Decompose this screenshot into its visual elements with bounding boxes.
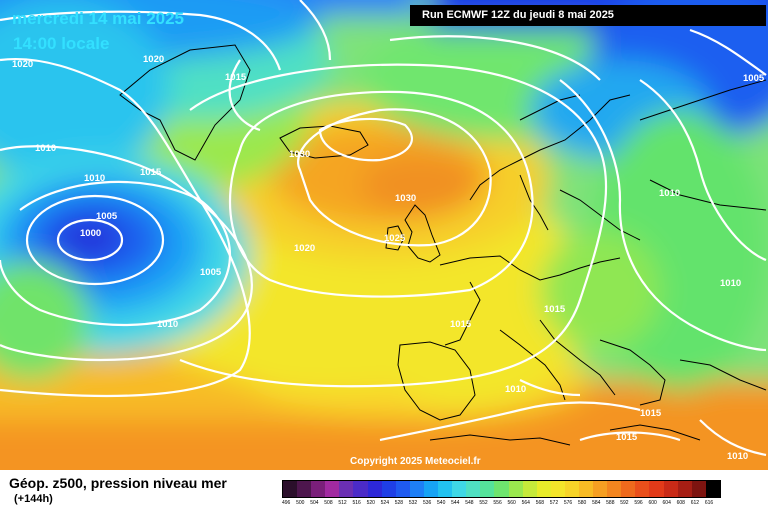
scale-tick-label: 560: [507, 500, 516, 506]
isobar-label: 1010: [659, 188, 680, 199]
isobar-label: 1020: [12, 59, 33, 70]
geopotential-field: [0, 0, 768, 470]
scale-tick-label: 532: [408, 500, 418, 506]
scale-swatch: [635, 481, 650, 497]
scale-swatch: [522, 481, 537, 497]
isobar-label: 1010: [157, 319, 178, 330]
scale-tick-label: 552: [479, 500, 488, 506]
isobar-label: 1015: [640, 408, 662, 419]
scale-swatch: [593, 481, 608, 497]
scale-tick-label: 536: [422, 500, 432, 506]
scale-swatch: [283, 481, 298, 497]
scale-tick-label: 512: [338, 500, 347, 506]
scale-tick-label: 600: [648, 500, 657, 506]
isobar-label: 1010: [505, 384, 526, 395]
coastlines: [119, 44, 767, 446]
scale-swatch: [438, 481, 453, 497]
isobar-label: 1010: [720, 278, 741, 289]
scale-tick-label: 496: [282, 500, 291, 506]
isobar-label: 1005: [743, 73, 765, 84]
isobars: [0, 0, 766, 455]
scale-swatch: [367, 481, 382, 497]
isobar-label: 1015: [450, 319, 472, 330]
scale-tick-label: 584: [592, 500, 601, 506]
isobar-label: 1000: [80, 228, 101, 239]
scale-tick-label: 540: [437, 500, 446, 506]
isobar-label: 1010: [35, 143, 56, 154]
scale-tick-label: 580: [577, 500, 587, 506]
scale-tick-label: 576: [563, 500, 573, 506]
scale-swatch: [423, 481, 439, 497]
legend-footer: Géop. z500, pression niveau mer (+144h) …: [0, 470, 768, 512]
scale-swatch: [353, 481, 368, 497]
scale-swatch: [677, 481, 692, 497]
scale-tick-label: 500: [296, 500, 305, 506]
scale-tick-label: 508: [324, 500, 333, 506]
scale-tick-label: 596: [634, 500, 643, 506]
scale-swatch: [663, 481, 678, 497]
weather-map: 1020 1020 1015 1010 1010 1015 1005 1000 …: [0, 0, 768, 470]
isobar-label: 1015: [544, 304, 566, 315]
isobar-label: 1020: [143, 54, 164, 65]
scale-swatch: [649, 481, 664, 497]
scale-swatch: [339, 481, 354, 497]
scale-tick-label: 556: [493, 500, 502, 506]
scale-swatch: [607, 481, 622, 497]
scale-swatch: [297, 481, 312, 497]
scale-tick-label: 564: [521, 500, 530, 506]
scale-swatch: [466, 481, 481, 497]
scale-swatch: [550, 481, 565, 497]
isobar-label: 1015: [616, 432, 638, 443]
scale-tick-label: 608: [676, 500, 685, 506]
isobar-label: 1030: [289, 149, 310, 160]
color-scale: [282, 480, 721, 498]
scale-tick-label: 572: [549, 500, 559, 506]
scale-tick-label: 548: [465, 500, 474, 506]
isobar-label: 1005: [200, 267, 222, 278]
scale-swatch: [480, 481, 495, 497]
isobar-label: 1010: [84, 173, 105, 184]
isobar-label: 1030: [395, 193, 416, 204]
scale-swatch: [381, 481, 396, 497]
lead-time: (+144h): [14, 493, 53, 505]
scale-swatch: [508, 481, 523, 497]
variable-title: Géop. z500, pression niveau mer: [9, 475, 227, 491]
isobar-labels: 1020 1020 1015 1010 1010 1015 1005 1000 …: [12, 54, 765, 462]
scale-swatch: [409, 481, 424, 497]
isobar-label: 1010: [727, 451, 748, 462]
scale-swatch: [564, 481, 579, 497]
color-scale-labels: 496 500 504 508 512 516 520 524 528 532 536 540 544 5…: [282, 500, 719, 506]
scale-swatch: [621, 481, 636, 497]
forecast-local-time: 14:00 locale: [13, 34, 110, 53]
scale-tick-label: 588: [606, 500, 615, 506]
forecast-date: mercredi 14 mai 2025: [12, 9, 185, 28]
scale-swatch: [311, 481, 326, 497]
isobar-label: 1015: [140, 167, 162, 178]
scale-tick-label: 524: [380, 500, 389, 506]
copyright-label: Copyright 2025 Meteociel.fr: [350, 456, 481, 467]
scale-swatch: [691, 481, 706, 497]
scale-swatch: [452, 481, 467, 497]
isobar-label: 1020: [294, 243, 315, 254]
scale-tick-label: 592: [620, 500, 629, 506]
scale-tick-label: 544: [451, 500, 460, 506]
scale-tick-label: 568: [535, 500, 545, 506]
isobar-label: 1005: [96, 211, 118, 222]
scale-swatch: [578, 481, 594, 497]
scale-tick-label: 612: [690, 500, 700, 506]
scale-swatch: [325, 481, 340, 497]
scale-swatch: [536, 481, 551, 497]
scale-swatch: [494, 481, 509, 497]
scale-tick-label: 616: [704, 500, 714, 506]
model-run-label: Run ECMWF 12Z du jeudi 8 mai 2025: [410, 5, 766, 26]
isobar-label: 1025: [384, 233, 406, 244]
isobar-label: 1015: [225, 72, 247, 83]
scale-swatch: [705, 481, 720, 497]
scale-tick-label: 520: [366, 500, 375, 506]
scale-tick-label: 528: [394, 500, 404, 506]
scale-tick-label: 604: [662, 500, 671, 506]
scale-tick-label: 504: [310, 500, 319, 506]
scale-swatch: [395, 481, 410, 497]
scale-tick-label: 516: [352, 500, 361, 506]
